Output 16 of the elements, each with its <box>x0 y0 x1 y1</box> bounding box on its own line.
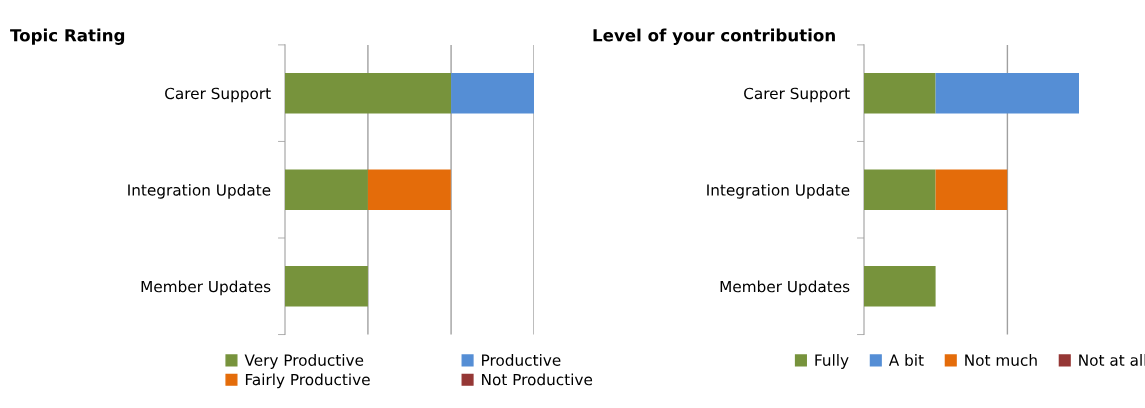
legend-label: Not Productive <box>482 373 593 386</box>
legend-label: A bit <box>888 354 924 366</box>
y-tick-label: Member Updates <box>720 280 850 296</box>
y-tick-label: Integration Update <box>707 183 850 199</box>
y-tick-label: Carer Support <box>165 87 271 103</box>
legend-label: Fully <box>815 354 849 369</box>
legend-label: Fairly Productive <box>245 373 370 389</box>
legend-label: Not at all <box>1079 354 1145 366</box>
y-tick-label: Carer Support <box>744 87 850 103</box>
y-tick-label: Integration Update <box>128 183 271 199</box>
legend-label: Productive <box>482 354 561 366</box>
y-tick-label: Member Updates <box>141 280 271 296</box>
legend-label: Very Productive <box>244 354 364 369</box>
legend-label: Not much <box>965 354 1037 366</box>
text: Topic Rating <box>10 28 125 45</box>
text: Level of your contribution <box>593 28 835 45</box>
